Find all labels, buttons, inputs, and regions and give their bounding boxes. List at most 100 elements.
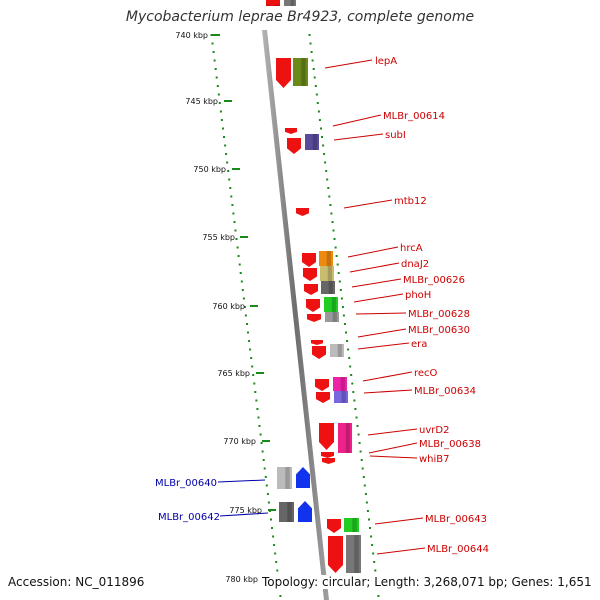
ruler-labels: 740 kbp 745 kbp 750 kbp 755 kbp 760 kbp …: [175, 31, 262, 584]
ruler-dot: [354, 408, 357, 410]
cds-block-shade: [290, 0, 295, 6]
ruler-dot: [261, 450, 264, 453]
gene-arrow: [287, 138, 301, 154]
cds-block: [338, 423, 352, 453]
ruler-dot: [240, 280, 243, 283]
ruler-dot: [333, 238, 336, 240]
gene-label: MLBr_00643: [425, 514, 487, 525]
ruler-dot: [349, 365, 352, 368]
label-leader: [351, 278, 402, 288]
ruler-dot: [251, 365, 254, 368]
ruler-dot: [258, 425, 261, 427]
gene-label: MLBr_00644: [427, 544, 489, 555]
cds-block-shade: [287, 502, 292, 522]
cds-block-shade: [312, 134, 317, 150]
gene-label: MLBr_00614: [383, 111, 445, 122]
gene-label: MLBr_00642: [158, 512, 220, 523]
gene-label: hrcA: [400, 243, 423, 254]
cds-block-shade: [345, 423, 350, 453]
ruler-dot: [217, 93, 220, 96]
ruler-dot: [325, 170, 328, 172]
ruler-dot: [362, 476, 365, 478]
label-leader: [363, 389, 413, 394]
ruler-dot: [344, 323, 346, 325]
cds-block-shade: [337, 344, 342, 357]
gene-arrow: [311, 340, 323, 345]
ruler-dot: [374, 569, 377, 572]
gene-arrow: [315, 379, 329, 391]
ruler-dot: [329, 204, 332, 206]
ruler-label: 745 kbp: [185, 97, 218, 106]
cds-block-shade: [285, 467, 290, 489]
ruler-dot: [356, 425, 359, 427]
ruler-dot: [232, 212, 235, 215]
gene-label: lepA: [375, 56, 397, 67]
cds-block: [293, 58, 308, 86]
cds-block: [346, 535, 361, 573]
ruler-dot: [377, 595, 380, 597]
ruler-dot: [248, 340, 251, 342]
ruler-dot: [310, 51, 313, 53]
gene-arrow: [296, 208, 309, 216]
gene-arrow: [303, 268, 317, 281]
label-leader: [357, 342, 410, 350]
map-title: Mycobacterium leprae Br4923, complete ge…: [125, 9, 475, 25]
gene-arrow: [328, 536, 343, 573]
ruler-dot: [236, 246, 239, 249]
ruler-dot: [355, 416, 358, 419]
ruler-dot: [363, 484, 366, 487]
ruler-dot: [368, 518, 370, 521]
label-leader: [357, 328, 407, 338]
ruler-dot: [267, 501, 270, 504]
ruler-dot: [241, 289, 244, 291]
cds-block-shade: [332, 312, 337, 322]
ruler-dot: [353, 399, 356, 402]
ruler-dot: [321, 136, 323, 138]
genome-stats: Topology: circular; Length: 3,268,071 bp…: [260, 575, 594, 589]
ruler-dot: [339, 289, 342, 291]
gene-arrow: [307, 314, 321, 322]
label-leader: [324, 59, 373, 69]
gene-arrow: [302, 253, 316, 267]
ruler-dot: [255, 399, 258, 402]
ruler-dot: [348, 357, 351, 359]
ruler-dot: [252, 374, 255, 376]
cds-block: [330, 344, 344, 357]
ruler-dot: [357, 433, 360, 436]
ruler-dot: [210, 34, 213, 36]
label-leader: [333, 133, 384, 141]
cds-block: [334, 391, 348, 403]
ruler-dot: [324, 161, 327, 164]
ruler-dot: [244, 314, 247, 317]
ruler-label: 740 kbp: [175, 31, 208, 40]
ruler-dot: [223, 136, 225, 138]
ruler-dot: [358, 442, 361, 444]
label-leader: [347, 246, 399, 258]
cds-block: [325, 312, 339, 322]
ruler-dot: [222, 127, 224, 130]
ruler-dot: [249, 348, 252, 351]
ruler-dot: [260, 442, 263, 444]
ruler-dot: [239, 272, 242, 274]
ruler-dot: [219, 110, 222, 113]
label-leader: [367, 428, 418, 436]
cds-block-shade: [331, 297, 336, 312]
cds-block: [320, 266, 334, 281]
ruler-dot: [366, 510, 369, 512]
ruler-dot: [312, 68, 315, 70]
ruler-dot: [345, 331, 347, 334]
ruler-dot: [337, 272, 340, 274]
label-leader: [217, 479, 266, 483]
ruler-dot: [313, 76, 316, 79]
ruler-dot: [218, 102, 221, 104]
gene-arrow: [312, 346, 326, 359]
ruler-dot: [330, 212, 333, 215]
ruler-dot: [256, 408, 259, 410]
label-leaders: [217, 59, 426, 555]
ruler-dot: [234, 229, 237, 232]
ruler-dot: [331, 221, 334, 223]
ruler-dot: [257, 416, 260, 419]
ruler-label: 775 kbp: [229, 506, 262, 515]
cds-block-shade: [352, 518, 357, 532]
ruler-dot: [315, 93, 318, 96]
